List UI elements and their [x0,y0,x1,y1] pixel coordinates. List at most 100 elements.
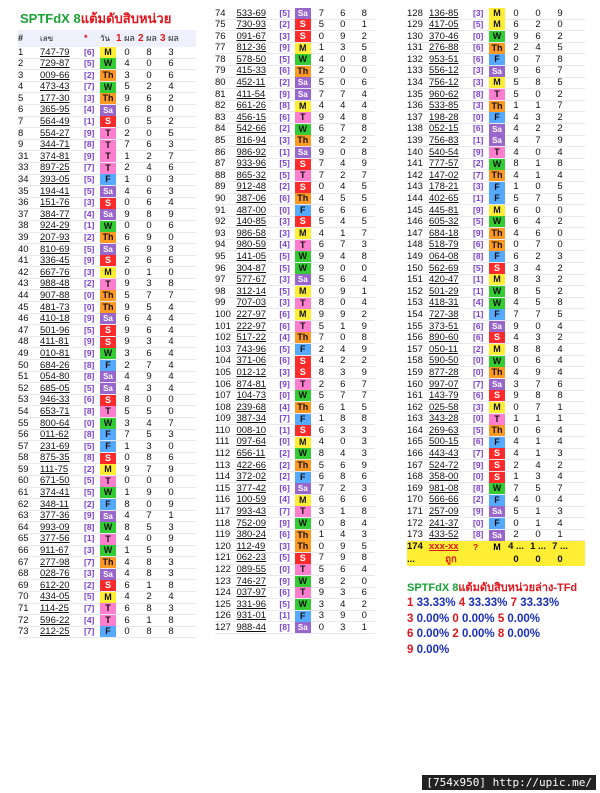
row-result-1: 8 [124,498,130,510]
row-mark: [9] [84,313,95,324]
row-day: T [295,587,311,599]
table-row: 68 028-76 [3] Sa 4 8 3 [18,568,196,581]
row-result-3: 3 [168,603,174,614]
row-day: Sa [489,506,505,518]
row-mark: [0] [473,517,484,528]
row-day: S [295,216,311,228]
stat-digit: 4 [458,597,469,610]
row-code: 415-33 [236,65,267,77]
row-mark: [5] [279,343,290,354]
row-result-1: 1 [124,487,130,499]
row-day: S [295,181,311,193]
row-result-3: 2 [557,88,563,100]
row-result-1: 9 [513,390,519,402]
row-code: 578-50 [236,53,267,65]
row-result-1: 0 [318,517,324,529]
row-mark: [3] [84,92,95,103]
row-code: 756-83 [429,135,459,147]
row-result-1: 8 [318,135,324,147]
row-day: Sa [489,320,505,332]
row-mark: [2] [279,19,290,30]
table-row: 95 141-05 [5] W 9 4 8 [215,251,375,264]
table-row: 139 756-83 [1] Sa 4 7 9 [407,135,585,148]
table-row: 167 524-72 [9] S 2 4 2 [407,460,585,472]
table-row: 34 393-05 [5] F 1 0 3 [18,174,196,187]
row-mark: [1] [84,533,95,544]
row-result-2: 7 [340,123,346,135]
row-result-1: 4 [124,58,130,70]
row-number: 116 [215,494,231,506]
row-result-1: 9 [124,301,130,313]
row-code: 198-28 [429,111,459,123]
row-result-2: 4 [146,313,152,325]
row-day: W [489,286,505,298]
row-mark: [0] [473,111,484,122]
row-result-2: 6 [535,30,541,42]
table-row: 74 533-69 [5] Sa 7 6 8 [215,8,375,20]
row-day: F [489,54,505,66]
row-result-3: 2 [168,116,174,128]
row-number: 50 [18,359,29,371]
table-row: 132 953-51 [6] F 0 7 8 [407,54,585,66]
row-result-3: 5 [361,216,367,228]
table-row: 165 500-15 [6] F 4 1 4 [407,436,585,449]
row-result-2: 6 [146,139,152,151]
row-mark: [1] [473,274,484,285]
row-result-3: 3 [168,185,174,197]
row-day: S [295,30,311,42]
row-code: 384-77 [40,208,70,220]
row-mark: [2] [84,579,95,590]
table-row: 84 542-66 [2] W 6 7 8 [215,123,375,136]
row-result-1: 6 [513,204,519,216]
row-day: S [100,197,116,209]
row-result-2: 8 [340,413,346,425]
row-number: 112 [215,448,231,460]
row-code: 997-07 [429,378,459,390]
table-row: 91 487-00 [0] F 6 6 6 [215,205,375,217]
table-row: 41 336-45 [9] S 2 6 5 [18,255,196,268]
row-number: 137 [407,111,423,123]
row-number: 98 [215,285,226,297]
row-result-3: 3 [168,556,174,568]
row-code: 517-22 [236,332,267,344]
row-code: 810-69 [40,243,70,255]
row-mark: [6] [473,436,484,447]
row-mark: [5] [84,185,95,196]
table-row: 116 100-59 [4] M 6 6 6 [215,494,375,507]
row-result-2: 6 [340,204,346,216]
row-code: 212-25 [40,626,70,638]
row-number: 150 [407,262,423,274]
row-result-3: 4 [168,81,174,93]
row-number: 114 [215,471,231,483]
row-number: 145 [407,204,423,216]
row-result-2: 3 [146,278,152,290]
stat-digit: 1 [407,597,417,610]
table-row: 50 684-26 [8] F 2 7 4 [18,360,196,372]
row-mark: [7] [473,169,484,180]
table-row: 140 540-54 [9] T 4 0 4 [407,147,585,159]
table-row: 120 112-49 [3] Th 0 9 5 [215,541,375,553]
row-result-1: 6 [318,123,324,135]
row-result-3: 3 [361,529,367,541]
row-result-1: 7 [318,7,324,19]
row-result-2: 7 [535,239,541,251]
row-result-2: 3 [340,424,346,436]
table-row: 136 533-85 [3] Th 1 1 7 [407,100,585,113]
row-code: 097-64 [236,436,267,448]
row-result-2: 7 [535,401,541,413]
row-number: 168 [407,471,423,483]
row-code: 685-05 [40,382,70,394]
row-number: 125 [215,598,231,610]
row-result-2: 3 [340,42,346,54]
row-number: 109 [215,413,231,425]
row-result-1: 6 [124,104,130,116]
row-code: 336-45 [40,255,70,267]
row-number: 46 [18,313,29,325]
row-number: 102 [215,332,231,344]
row-mark: [9] [279,88,290,99]
row-result-3: 7 [168,289,174,301]
table-row: 121 062-23 [5] S 7 9 8 [215,552,375,565]
row-number: 64 [18,521,29,533]
row-day: W [295,54,311,66]
row-number: 172 [407,517,423,529]
